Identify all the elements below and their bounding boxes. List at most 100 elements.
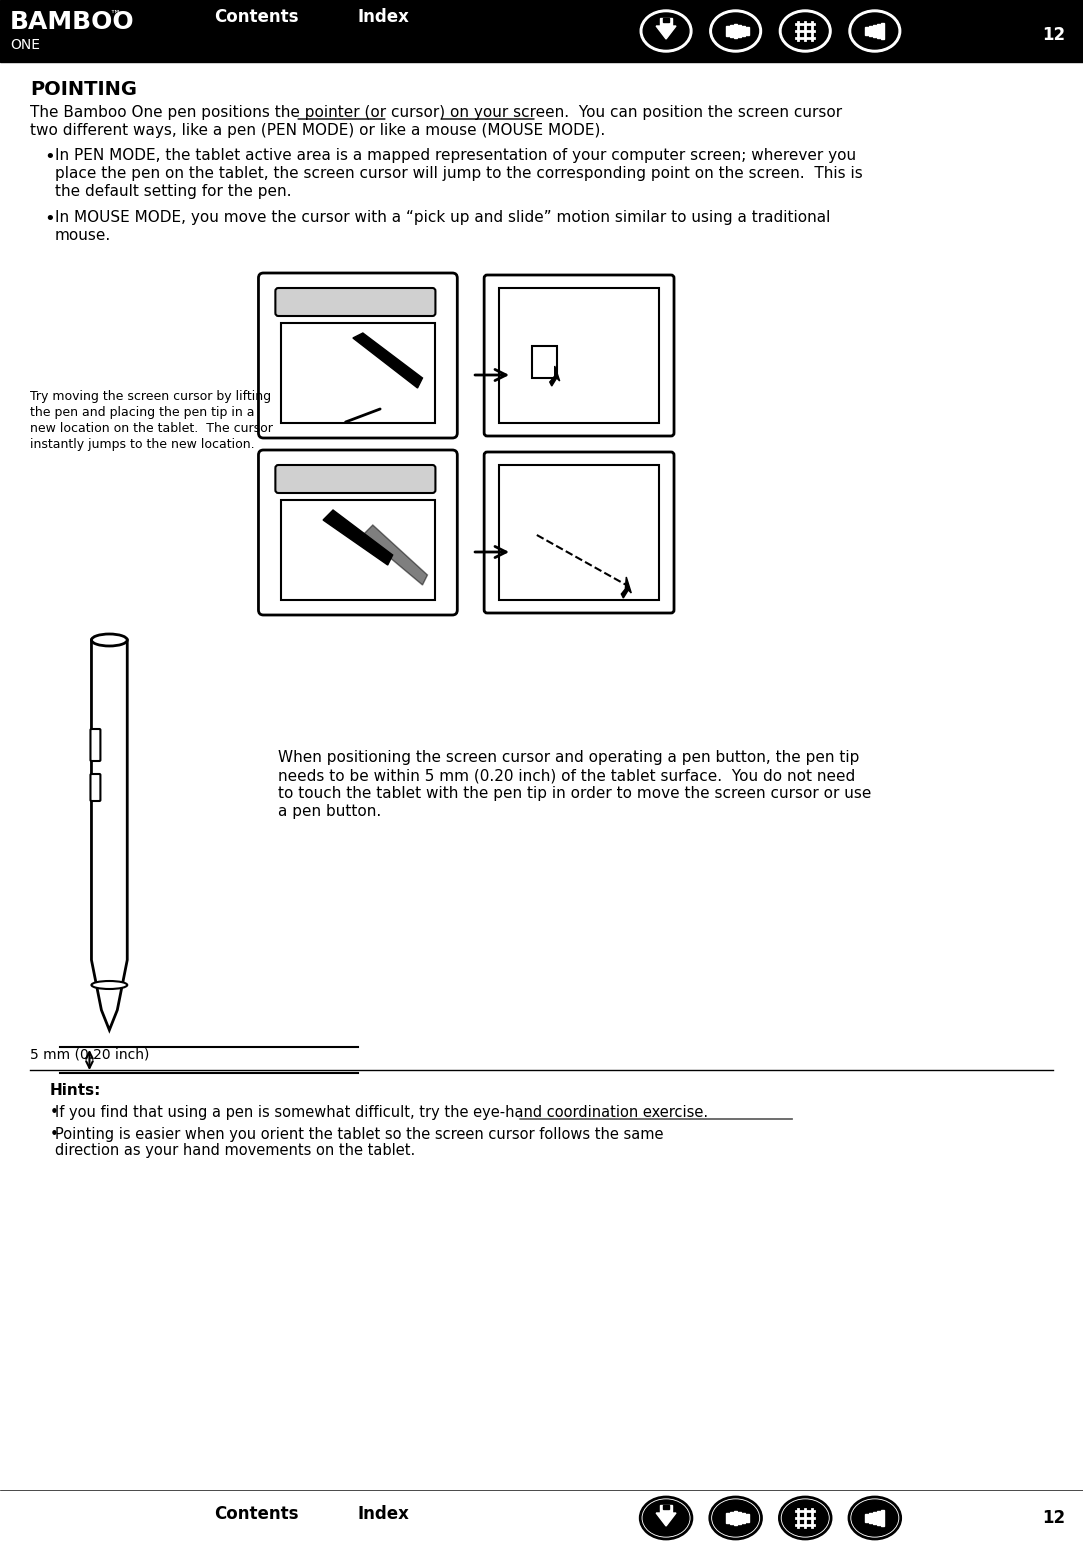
Ellipse shape (91, 633, 127, 646)
Bar (881, 23, 884, 39)
Bar (877, 25, 880, 39)
Ellipse shape (782, 12, 828, 49)
Bar (730, 1512, 733, 1524)
Text: The Bamboo One pen positions the pointer (or cursor) on your screen.  You can po: The Bamboo One pen positions the pointer… (29, 105, 842, 120)
Bar (877, 1512, 880, 1526)
Text: •: • (50, 1126, 59, 1142)
Text: •: • (45, 210, 56, 228)
Text: •: • (50, 1105, 59, 1120)
Ellipse shape (91, 982, 127, 989)
Text: Contents: Contents (213, 1506, 298, 1523)
Text: Contents: Contents (213, 8, 298, 26)
Text: a pen button.: a pen button. (279, 804, 381, 818)
Text: Hints:: Hints: (50, 1083, 101, 1099)
Bar (742, 1513, 745, 1523)
Ellipse shape (644, 1499, 689, 1536)
Bar (730, 25, 733, 37)
Bar (660, 18, 672, 26)
Ellipse shape (640, 9, 692, 52)
Ellipse shape (852, 12, 897, 49)
Bar (281, 324, 436, 422)
Ellipse shape (707, 8, 764, 55)
FancyBboxPatch shape (90, 774, 100, 801)
Ellipse shape (713, 1499, 759, 1536)
Ellipse shape (710, 9, 761, 52)
Text: 12: 12 (1042, 1509, 1065, 1527)
Text: Try moving the screen cursor by lifting: Try moving the screen cursor by lifting (29, 390, 271, 404)
Bar (499, 288, 659, 422)
Polygon shape (363, 525, 428, 586)
Bar (663, 18, 669, 22)
Ellipse shape (776, 8, 834, 55)
FancyBboxPatch shape (276, 288, 436, 316)
Ellipse shape (846, 8, 904, 55)
Polygon shape (656, 26, 676, 39)
Text: Index: Index (358, 1506, 409, 1523)
Bar (531, 347, 556, 378)
Bar (725, 26, 729, 35)
Bar (0, 0, 1082, 62)
Text: direction as your hand movements on the tablet.: direction as your hand movements on the … (54, 1143, 415, 1157)
Ellipse shape (782, 1499, 828, 1536)
Polygon shape (323, 510, 393, 566)
Ellipse shape (637, 8, 695, 55)
Bar (734, 1512, 736, 1526)
Ellipse shape (644, 12, 689, 49)
Polygon shape (353, 333, 423, 388)
Bar (742, 26, 745, 35)
Text: ONE: ONE (10, 39, 40, 52)
Text: the default setting for the pen.: the default setting for the pen. (54, 183, 291, 199)
Bar (737, 25, 741, 37)
FancyBboxPatch shape (276, 465, 436, 493)
Text: two different ways, like a pen (PEN MODE) or like a mouse (MOUSE MODE).: two different ways, like a pen (PEN MODE… (29, 123, 605, 139)
Text: If you find that using a pen is somewhat difficult, try the eye-hand coordinatio: If you find that using a pen is somewhat… (54, 1105, 708, 1120)
Text: place the pen on the tablet, the screen cursor will jump to the corresponding po: place the pen on the tablet, the screen … (54, 166, 862, 180)
Bar (873, 25, 876, 37)
Ellipse shape (713, 12, 759, 49)
Bar (734, 25, 736, 39)
Bar (281, 499, 436, 599)
Polygon shape (656, 1513, 676, 1526)
Bar (746, 28, 748, 35)
Polygon shape (91, 640, 127, 1029)
Bar (737, 1512, 741, 1524)
Text: Pointing is easier when you orient the tablet so the screen cursor follows the s: Pointing is easier when you orient the t… (54, 1126, 663, 1142)
Text: instantly jumps to the new location.: instantly jumps to the new location. (29, 438, 255, 452)
Text: new location on the tablet.  The cursor: new location on the tablet. The cursor (29, 422, 272, 435)
FancyBboxPatch shape (485, 274, 674, 436)
Bar (869, 26, 872, 35)
Bar (865, 1513, 868, 1523)
Polygon shape (622, 576, 632, 598)
Ellipse shape (780, 9, 831, 52)
Bar (0, 1486, 1082, 1541)
Bar (865, 28, 868, 35)
Ellipse shape (849, 1496, 901, 1539)
Text: 12: 12 (1042, 26, 1065, 45)
Bar (663, 1506, 669, 1509)
FancyBboxPatch shape (258, 450, 457, 615)
Ellipse shape (780, 1496, 831, 1539)
Bar (881, 1510, 884, 1526)
Polygon shape (550, 367, 560, 385)
Bar (869, 1513, 872, 1523)
Text: ™: ™ (109, 9, 121, 20)
Text: needs to be within 5 mm (0.20 inch) of the tablet surface.  You do not need: needs to be within 5 mm (0.20 inch) of t… (279, 767, 856, 783)
FancyBboxPatch shape (258, 273, 457, 438)
Text: POINTING: POINTING (29, 80, 137, 99)
Bar (746, 1513, 748, 1523)
Text: BAMBOO: BAMBOO (10, 9, 135, 34)
Text: to touch the tablet with the pen tip in order to move the screen cursor or use: to touch the tablet with the pen tip in … (279, 786, 871, 801)
Ellipse shape (852, 1499, 897, 1536)
Bar (725, 1513, 729, 1523)
Ellipse shape (640, 1496, 692, 1539)
Text: Index: Index (358, 8, 409, 26)
FancyBboxPatch shape (485, 452, 674, 613)
Text: •: • (45, 148, 56, 166)
Text: the pen and placing the pen tip in a: the pen and placing the pen tip in a (29, 405, 255, 419)
Ellipse shape (849, 9, 901, 52)
Text: When positioning the screen cursor and operating a pen button, the pen tip: When positioning the screen cursor and o… (279, 750, 859, 764)
Bar (499, 465, 659, 599)
Bar (873, 1512, 876, 1524)
Bar (660, 1506, 672, 1513)
Text: 5 mm (0.20 inch): 5 mm (0.20 inch) (29, 1048, 149, 1062)
